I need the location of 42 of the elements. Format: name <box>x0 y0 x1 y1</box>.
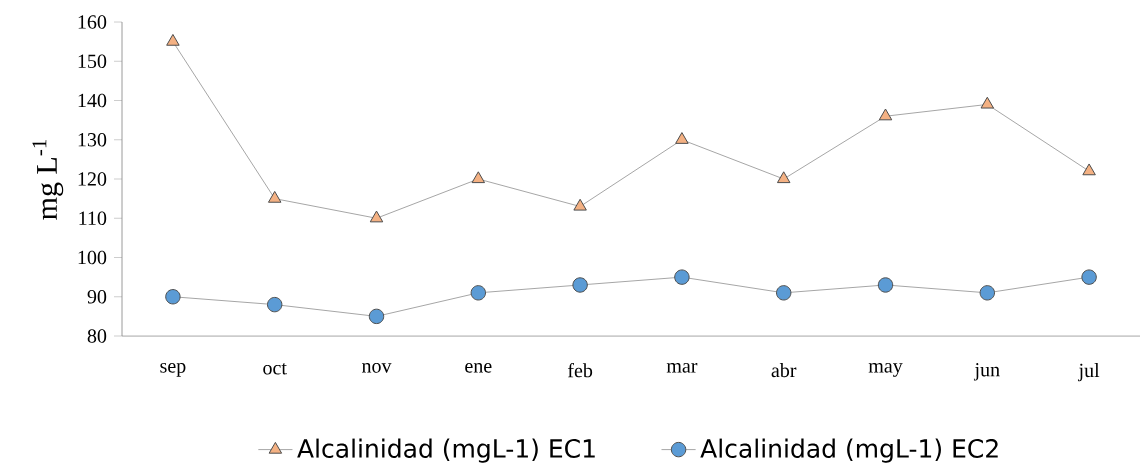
point <box>165 289 181 305</box>
x-tick-label: abr <box>771 363 797 378</box>
y-tick-label: 150 <box>78 54 107 68</box>
point <box>267 296 283 313</box>
point <box>1082 163 1096 176</box>
legend-label: Alcalinidad (mgL-1) EC1 <box>297 438 595 463</box>
point <box>166 33 180 46</box>
point <box>572 277 588 293</box>
point <box>776 285 792 301</box>
x-tick-label: oct <box>263 363 287 375</box>
point <box>675 132 689 144</box>
x-tick-label: jul <box>1077 363 1100 382</box>
x-tick-label: sep <box>160 363 186 377</box>
point <box>877 277 894 293</box>
point <box>573 198 587 211</box>
y-axis-title: mg L$^{-1}$ <box>32 139 64 220</box>
point <box>674 269 690 285</box>
x-tick-label: ene <box>465 363 492 373</box>
point <box>368 308 385 325</box>
y-tick-label: 90 <box>87 290 107 304</box>
x-tick-label: jun <box>973 363 1000 381</box>
y-tick-label: 120 <box>78 172 107 186</box>
y-tick-label: 130 <box>78 133 107 147</box>
point <box>980 96 995 109</box>
point <box>878 108 893 121</box>
point <box>776 171 791 184</box>
x-tick-label: feb <box>567 363 593 378</box>
point <box>470 285 487 301</box>
point <box>267 190 282 203</box>
point <box>471 171 486 184</box>
y-tick-label: 160 <box>78 15 107 29</box>
y-tick-label: 80 <box>87 329 107 343</box>
x-tick-label: nov <box>361 363 392 373</box>
legend-label: Alcalinidad (mgL-1) EC2 <box>700 438 998 463</box>
point <box>1081 269 1097 285</box>
x-tick-label: mar <box>666 363 698 373</box>
y-tick-label: 110 <box>79 211 107 225</box>
y-tick-label: 140 <box>78 93 107 108</box>
x-tick-label: may <box>868 363 903 377</box>
point <box>979 285 996 301</box>
point <box>369 210 384 223</box>
y-tick-label: 100 <box>78 250 107 265</box>
